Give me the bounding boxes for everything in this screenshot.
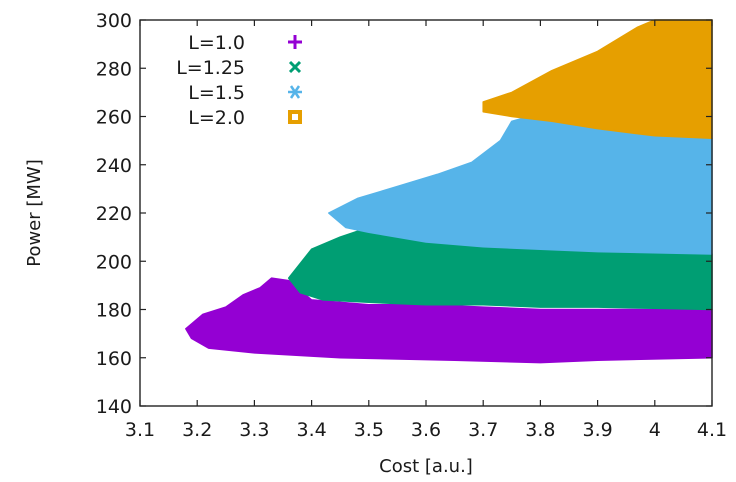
y-tick-label: 260 (96, 107, 132, 129)
y-tick-label: 240 (96, 155, 132, 177)
x-tick-label: 3.7 (468, 419, 498, 441)
y-tick-label: 200 (96, 251, 132, 273)
region-L-1-0 (185, 277, 713, 364)
legend-marker-+-icon (288, 35, 302, 49)
legend: L=1.0 L=1.25 L=1.5 L=2.0 (176, 32, 302, 129)
legend-label: L=1.0 (188, 32, 245, 54)
y-tick-label: 300 (96, 10, 132, 32)
x-tick-label: 3.6 (411, 419, 441, 441)
legend-label: L=1.5 (188, 82, 245, 104)
regions-layer (185, 19, 713, 364)
y-axis-label: Power [MW] (24, 159, 45, 267)
legend-label: L=1.25 (176, 57, 245, 79)
legend-marker-square-icon (288, 110, 302, 124)
x-tick-label: 3.4 (296, 419, 326, 441)
ticks-layer: 3.1 3.2 3.3 3.4 3.5 3.6 3.7 3.8 3.9 4 4.1 140 160 180… (96, 10, 727, 441)
x-tick-label: 4.1 (697, 419, 727, 441)
x-axis-label: Cost [a.u.] (379, 456, 473, 477)
y-tick-label: 280 (96, 58, 132, 80)
x-tick-label: 3.2 (182, 419, 212, 441)
x-tick-label: 3.1 (125, 419, 155, 441)
x-tick-label: 3.8 (525, 419, 555, 441)
legend-marker-*-icon (288, 85, 302, 99)
region-L-1-5 (328, 115, 713, 255)
y-tick-label: 220 (96, 203, 132, 225)
x-tick-label: 3.5 (354, 419, 384, 441)
y-tick-label: 180 (96, 300, 132, 322)
x-tick-label: 4 (649, 419, 661, 441)
legend-label: L=2.0 (188, 107, 245, 129)
x-tick-label: 3.9 (582, 419, 612, 441)
x-tick-label: 3.3 (239, 419, 269, 441)
legend-marker-x-icon (288, 60, 302, 74)
y-tick-label: 140 (96, 396, 132, 418)
y-tick-label: 160 (96, 348, 132, 370)
